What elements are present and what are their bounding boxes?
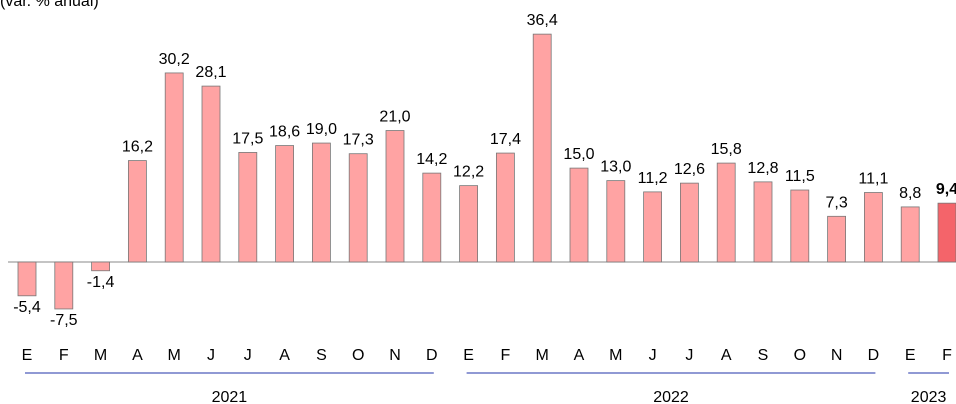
value-label: 36,4 [527, 12, 558, 29]
bar [680, 182, 699, 263]
value-label: 16,2 [122, 139, 153, 156]
bar [569, 167, 589, 263]
group-label: 2021 [212, 389, 248, 404]
group-label: 2023 [911, 389, 947, 404]
x-tick-label: D [868, 347, 880, 364]
value-label: 7,3 [825, 194, 847, 211]
chart-subtitle: (var. % anual) [0, 0, 99, 10]
bar [385, 130, 405, 263]
x-tick-label: F [59, 347, 69, 364]
bar [348, 153, 368, 263]
value-label: 19,0 [306, 121, 337, 138]
value-label: 11,2 [638, 170, 668, 187]
bar [790, 189, 810, 263]
x-tick-label: M [168, 347, 181, 364]
bar [753, 181, 773, 263]
value-label: 9,4 [936, 181, 956, 198]
value-label: -1,4 [87, 274, 115, 291]
bar [827, 215, 846, 263]
x-tick-label: N [389, 347, 401, 364]
value-label: 28,1 [195, 64, 226, 81]
x-tick-label: A [132, 347, 143, 364]
x-tick-label: E [22, 347, 33, 364]
x-tick-label: N [831, 347, 843, 364]
value-label: 12,8 [747, 160, 778, 177]
value-label: -7,5 [50, 312, 78, 329]
value-label: 13,0 [600, 159, 631, 176]
value-label: 11,1 [858, 171, 888, 188]
x-tick-label: J [685, 347, 693, 364]
value-label: 30,2 [159, 51, 190, 68]
bar [606, 180, 626, 263]
x-tick-label: F [942, 347, 952, 364]
value-label: 12,6 [674, 161, 705, 178]
x-tick-label: O [352, 347, 364, 364]
bar [54, 261, 74, 310]
x-tick-label: E [463, 347, 474, 364]
x-tick-label: M [536, 347, 549, 364]
value-label: 8,8 [899, 185, 921, 202]
bar [238, 152, 258, 263]
x-tick-label: A [574, 347, 585, 364]
x-tick-label: A [721, 347, 732, 364]
value-label: -5,4 [13, 299, 41, 316]
x-tick-label: J [649, 347, 657, 364]
bar [716, 162, 736, 263]
bar [275, 145, 295, 263]
x-tick-label: J [244, 347, 252, 364]
x-tick-label: M [609, 347, 622, 364]
value-label: 11,5 [785, 168, 815, 185]
x-tick-label: S [758, 347, 769, 364]
bar [864, 192, 883, 263]
bar [937, 202, 956, 263]
x-tick-label: A [279, 347, 290, 364]
value-label: 17,5 [232, 130, 263, 147]
value-label: 12,2 [453, 164, 484, 181]
value-label: 15,8 [711, 141, 742, 158]
x-tick-label: D [426, 347, 438, 364]
value-label: 15,0 [563, 146, 594, 163]
x-tick-label: E [905, 347, 916, 364]
x-tick-label: M [94, 347, 107, 364]
bar [422, 172, 442, 263]
bar [311, 142, 331, 263]
bar [495, 152, 515, 263]
bar [900, 206, 920, 263]
group-label: 2022 [653, 389, 689, 404]
bar [532, 33, 552, 263]
bar [164, 72, 184, 263]
value-label: 17,3 [343, 132, 374, 149]
bar [127, 160, 147, 263]
bar [459, 185, 479, 263]
x-tick-label: O [794, 347, 806, 364]
x-tick-label: F [501, 347, 511, 364]
bar [201, 85, 221, 263]
value-label: 14,2 [416, 151, 447, 168]
value-label: 18,6 [269, 124, 300, 141]
x-tick-label: J [207, 347, 215, 364]
value-label: 21,0 [379, 109, 410, 126]
bar [91, 261, 110, 272]
value-label: 17,4 [490, 131, 521, 148]
x-tick-label: S [316, 347, 327, 364]
bar [17, 261, 37, 297]
bar [643, 191, 662, 263]
